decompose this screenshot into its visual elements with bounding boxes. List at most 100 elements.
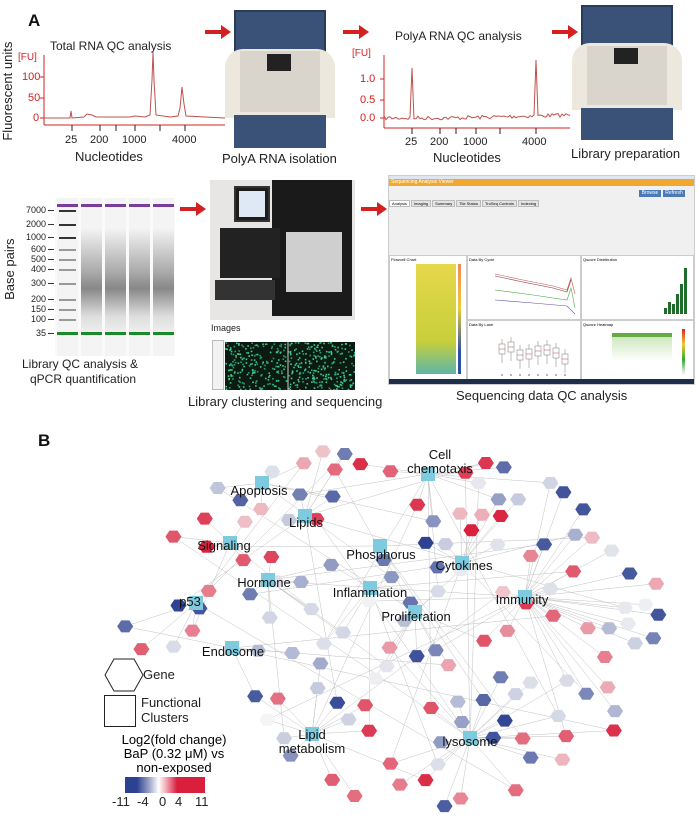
gene-node (452, 792, 469, 805)
gene-node (378, 660, 395, 673)
cluster-node (455, 556, 469, 570)
gene-node (522, 751, 539, 764)
gene-node (565, 565, 582, 578)
gene-node (133, 643, 150, 656)
gene-node (485, 731, 502, 744)
qscore-distribution-panel: Qscore Distribution (581, 255, 694, 320)
gene-node (247, 690, 264, 703)
legend-gene-label: Gene (143, 667, 175, 682)
bp-label: 150 (30, 304, 46, 314)
gene-node (340, 713, 357, 726)
gene-node (440, 659, 457, 672)
xtick: 25 (405, 136, 418, 148)
gene-node (545, 609, 562, 622)
xtick: 200 (90, 134, 109, 146)
gene-node (621, 567, 638, 580)
xtick: 4000 (522, 136, 547, 148)
gene-node (263, 551, 280, 564)
total-rna-xticks (71, 125, 186, 131)
gene-node (352, 458, 369, 471)
gene-node (499, 624, 516, 637)
gene-node (648, 577, 665, 590)
bp-label: 500 (30, 254, 46, 264)
gene-node (477, 456, 494, 469)
gene-node (284, 646, 301, 659)
cluster-label: Proliferation (381, 609, 451, 624)
total-rna-axes (40, 55, 225, 126)
gene-node (429, 561, 446, 574)
gene-node (357, 699, 374, 712)
gene-node (496, 714, 513, 727)
gene-node (605, 724, 622, 737)
sequencing-viewer: Sequencing Analysis Viewer Browse Refres… (388, 175, 695, 385)
library-prep-instrument (572, 5, 682, 140)
gene-node (329, 696, 346, 709)
gene-node (542, 476, 559, 489)
arrow-icon (205, 25, 231, 39)
viewer-caption: Sequencing data QC analysis (456, 388, 628, 403)
cluster-label: Endosome (201, 644, 265, 659)
panel-a-label: A (28, 11, 41, 30)
gene-node (645, 632, 662, 645)
total-rna-xlabel: Nucleotides (75, 149, 143, 164)
gene-node (579, 622, 596, 635)
viewer-tab[interactable]: Summary (432, 200, 456, 207)
gene-node (432, 736, 449, 749)
gene-node (408, 650, 425, 663)
scale-tick: -11 (112, 794, 130, 809)
cluster-node (298, 509, 312, 523)
gene-node (253, 502, 270, 515)
bp-label: 7000 (25, 205, 46, 215)
refresh-button[interactable]: Refresh (663, 190, 685, 197)
ytick: 0 (33, 112, 40, 124)
gene-node (235, 554, 252, 567)
gene-node (427, 644, 444, 657)
gel-lane (129, 198, 150, 356)
gene-node (558, 730, 575, 743)
gene-node (492, 510, 509, 523)
legend-clusters-label-1: Functional (141, 695, 201, 710)
gene-node (492, 671, 509, 684)
scale-tick: -4 (137, 794, 149, 809)
gene-node (507, 688, 524, 701)
viewer-tab[interactable]: Tile Status (456, 200, 482, 207)
gel-image (55, 198, 175, 356)
gel-caption-1: Library QC analysis & (22, 357, 139, 371)
gene-node (264, 465, 281, 478)
ytick: 100 (22, 71, 41, 83)
image-scrollbar[interactable] (212, 340, 224, 390)
gene-node (417, 536, 434, 549)
gene-node (324, 490, 341, 503)
gene-node (619, 617, 636, 630)
gene-node (475, 694, 492, 707)
data-by-lane-panel: Data By Lane (467, 320, 581, 381)
gene-node (490, 493, 507, 506)
gel-lane (153, 198, 174, 356)
cluster-node (305, 727, 319, 741)
gene-node (335, 626, 352, 639)
cluster-node (518, 590, 532, 604)
viewer-tabs: Analysis Imaging Summary Tile Status TruSeq … (389, 200, 540, 207)
viewer-tab[interactable]: Analysis (389, 200, 410, 207)
gene-node (452, 507, 469, 520)
gel-caption-2: qPCR quantification (30, 372, 137, 386)
cluster-label: Hormone (237, 575, 291, 590)
total-rna-ylabel: Fluorescent units (0, 41, 15, 141)
viewer-tab[interactable]: Imaging (410, 200, 432, 207)
gel-lane (81, 198, 102, 356)
gene-node (607, 705, 624, 718)
browse-button[interactable]: Browse (639, 190, 661, 197)
cluster-node (421, 467, 435, 481)
viewer-tab[interactable]: TruSeq Controls (482, 200, 517, 207)
gene-node (473, 508, 490, 521)
gene-node (476, 634, 493, 647)
viewer-tab[interactable]: Indexing (518, 200, 540, 207)
gene-node (578, 687, 595, 700)
gene-node (449, 695, 466, 708)
cluster-label: p53 (179, 594, 201, 609)
gene-node (599, 681, 616, 694)
gene-node (567, 528, 584, 541)
gene-node (494, 586, 511, 599)
gene-node (536, 538, 553, 551)
gene-node (291, 488, 308, 501)
